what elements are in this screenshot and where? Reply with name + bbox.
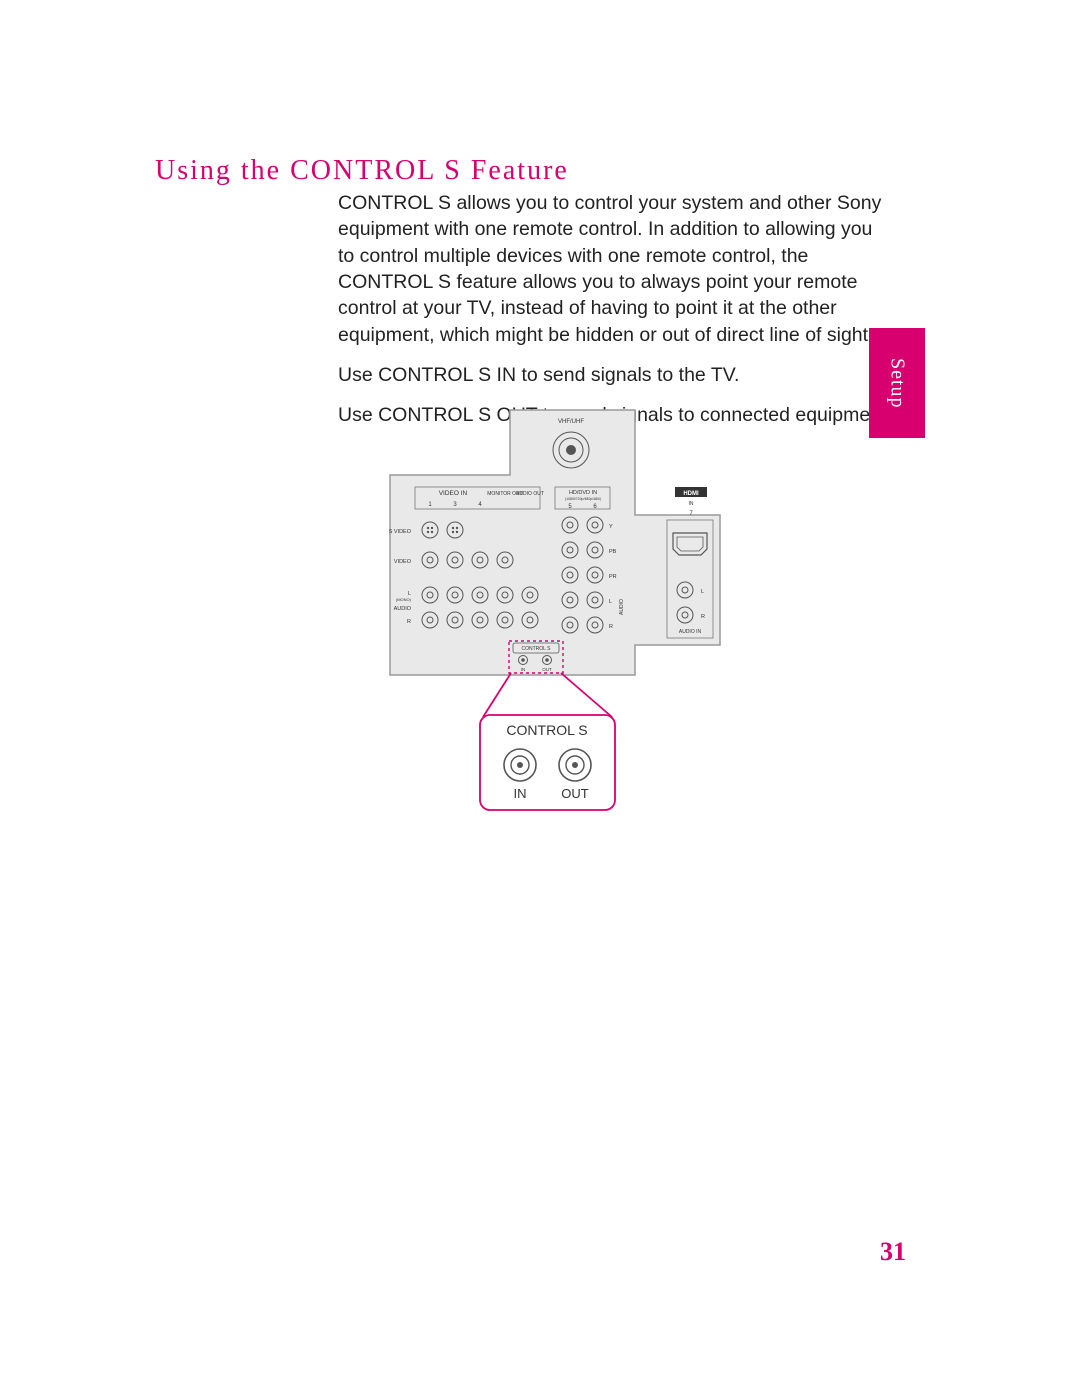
label-hd-audio: AUDIO [619,599,625,615]
callout-title: CONTROL S [506,722,587,738]
diagram-svg: VHF/UHF VIDEO IN 1 3 4 MONITOR OUT AUDIO… [375,395,730,825]
page: Using the CONTROL S Feature CONTROL S al… [0,0,1080,1397]
callout-line-left [483,673,511,717]
label-hdmi: HDMI [683,491,699,497]
label-hd-r: R [609,624,613,630]
page-number: 31 [880,1237,906,1267]
label-video-in: VIDEO IN [439,490,468,497]
section-tab-label: Setup [886,358,909,409]
label-hd-dvd-in: HD/DVD IN [569,490,597,496]
label-audio-in: AUDIO IN [679,629,702,635]
label-video-row: VIDEO [394,559,412,565]
callout-in: IN [514,786,527,801]
label-vhf-uhf: VHF/UHF [558,419,584,425]
label-hd-dvd-sub: (1080i/720p/480p/480i) [565,497,601,501]
label-hdmi-in: IN [689,501,694,507]
paragraph-in: Use CONTROL S IN to send signals to the … [338,362,893,388]
label-controls-small: CONTROL S [522,646,552,652]
label-audio-r: R [407,619,411,625]
label-pr: PR [609,574,617,580]
rear-panel-diagram: VHF/UHF VIDEO IN 1 3 4 MONITOR OUT AUDIO… [375,395,730,825]
vhf-uhf-pin [566,445,576,455]
label-hdmi-l: L [701,589,704,595]
label-controls-in-small: IN [521,667,526,672]
section-tab: Setup [869,328,925,438]
page-title: Using the CONTROL S Feature [155,155,569,187]
label-y: Y [609,524,613,530]
label-hdmi-r: R [701,614,705,620]
label-audio-out: AUDIO OUT [516,491,544,497]
label-pb: PB [609,549,617,555]
callout-line-right [561,673,612,717]
label-s-video: S VIDEO [389,529,412,535]
paragraph-intro: CONTROL S allows you to control your sys… [338,190,893,348]
label-audio-row: AUDIO [394,606,412,612]
panel-outline [390,410,720,675]
label-hd-l: L [609,599,612,605]
label-audio-l-mono: (MONO) [396,597,412,602]
label-controls-out-small: OUT [542,667,552,672]
callout-out: OUT [561,786,589,801]
